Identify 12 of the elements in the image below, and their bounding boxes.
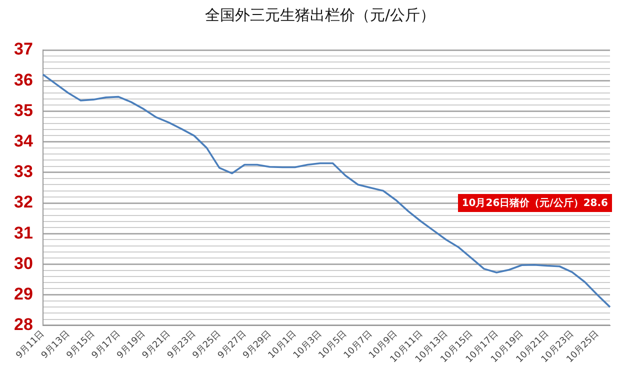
y-tick-label: 29 bbox=[14, 284, 33, 304]
y-tick-label: 30 bbox=[14, 254, 33, 273]
y-tick-label: 37 bbox=[14, 40, 33, 59]
annotation: 10月26日猪价（元/公斤）28.6 bbox=[458, 194, 612, 212]
y-tick-label: 36 bbox=[14, 70, 33, 90]
y-tick-label: 33 bbox=[14, 162, 33, 182]
y-tick-label: 32 bbox=[14, 192, 33, 212]
chart-title: 全国外三元生猪出栏价（元/公斤） bbox=[204, 6, 436, 25]
y-tick-label: 31 bbox=[14, 223, 33, 242]
y-tick-label: 34 bbox=[14, 132, 34, 150]
y-tick-label: 35 bbox=[14, 100, 33, 120]
y-tick-label: 28 bbox=[14, 315, 33, 334]
